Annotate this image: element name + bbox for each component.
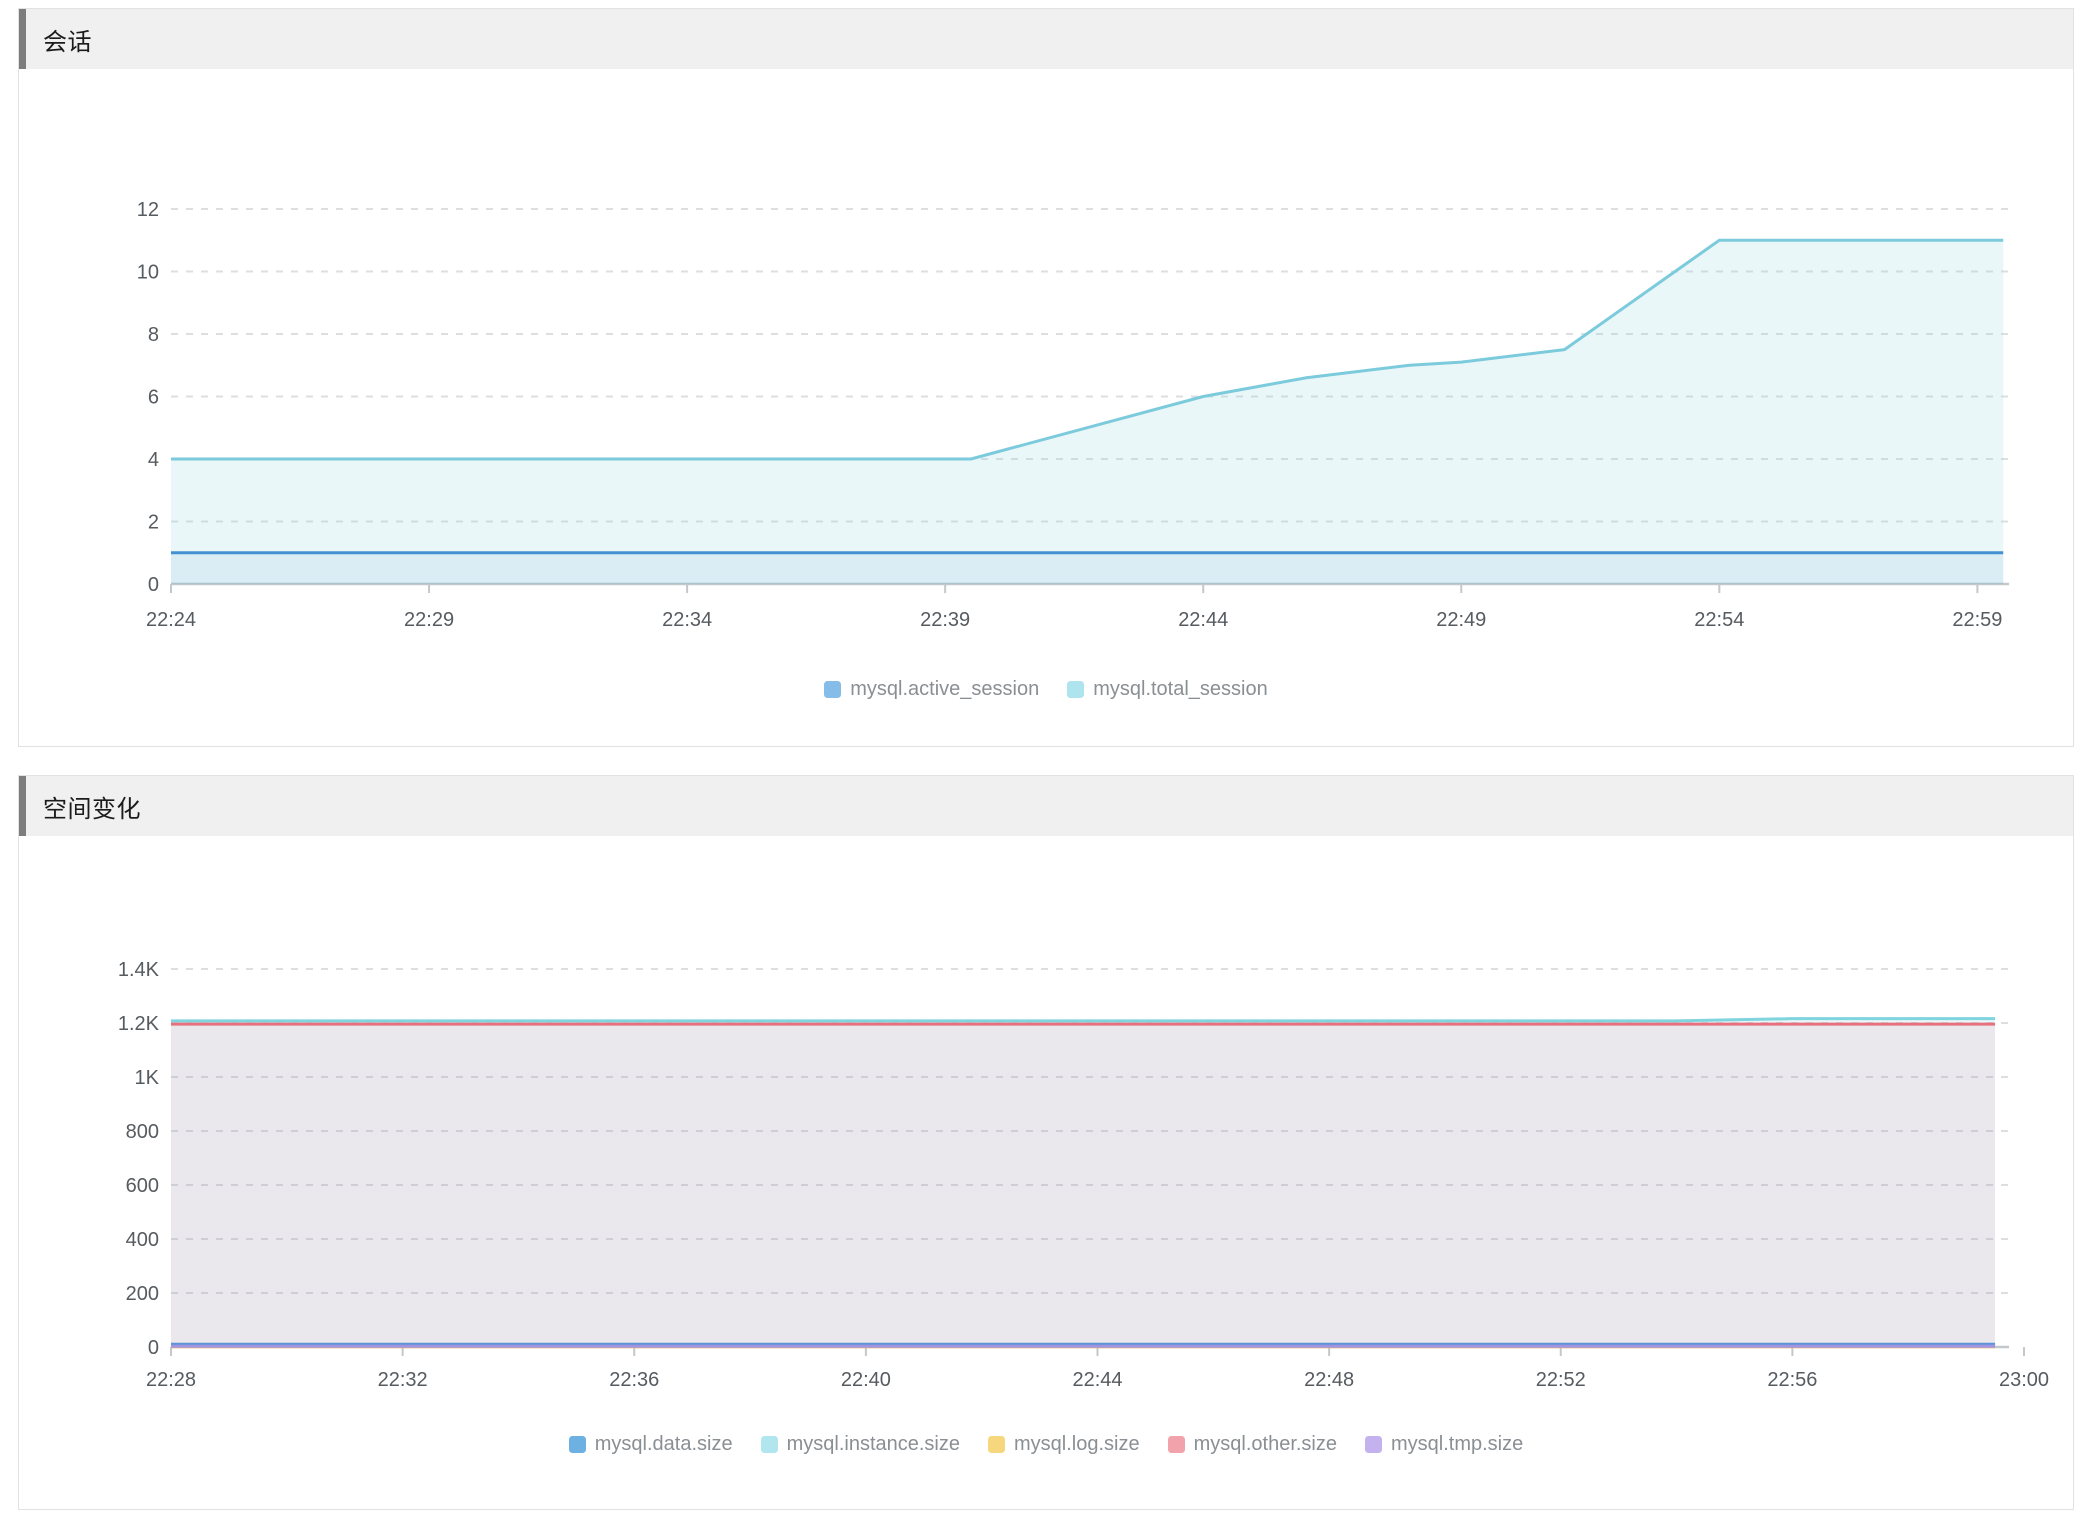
- y-axis-tick-label: 2: [148, 512, 159, 534]
- panel-space-change: 空间变化 0 200 400 600 800 1K 1.2K 1.4K 22:28 22:32 22…: [18, 775, 2074, 1510]
- y-axis-tick-label: 1.4K: [118, 959, 160, 981]
- series-line-mysql.instance.size: [171, 1017, 1996, 1023]
- y-axis-tick-label: 0: [148, 574, 159, 596]
- legend-swatch-icon: [988, 1435, 1005, 1453]
- legend-item-mysql.other.size[interactable]: mysql.other.size: [1167, 1432, 1337, 1456]
- legend-item-mysql.active_session[interactable]: mysql.active_session: [824, 678, 1039, 701]
- legend-swatch-icon: [1365, 1435, 1382, 1453]
- legend-label: mysql.total_session: [1093, 677, 1268, 700]
- x-axis-tick-label: 22:24: [146, 609, 196, 631]
- y-axis-tick-label: 1.2K: [118, 1013, 160, 1035]
- y-axis-tick-label: 800: [126, 1121, 159, 1143]
- y-axis-tick-label: 0: [148, 1337, 159, 1359]
- legend-swatch-icon: [568, 1435, 586, 1453]
- panel-accent-bar: [19, 9, 26, 69]
- legend-swatch-icon: [1167, 1435, 1185, 1453]
- panel-title-session: 会话: [43, 28, 92, 56]
- x-axis-tick-label: 22:36: [609, 1369, 659, 1391]
- legend-label: mysql.data.size: [594, 1432, 733, 1455]
- legend-swatch-icon: [1067, 680, 1085, 698]
- y-axis-tick-label: 1K: [135, 1067, 160, 1089]
- legend-item-mysql.log.size[interactable]: mysql.log.size: [988, 1433, 1140, 1456]
- y-axis-tick-label: 8: [148, 324, 159, 346]
- x-axis-tick-label: 22:34: [662, 609, 712, 631]
- y-axis-tick-label: 10: [137, 262, 159, 284]
- session-chart-canvas[interactable]: 0 2 4 6 8 10 12 22:24 22:29 22:34 22:39 22:44 22:49 2…: [19, 69, 2073, 654]
- y-axis-tick-label: 600: [126, 1175, 159, 1197]
- x-axis-tick-label: 22:52: [1536, 1369, 1586, 1391]
- x-axis-tick-label: 22:39: [920, 609, 970, 631]
- x-axis-tick-label: 22:44: [1178, 609, 1228, 631]
- x-axis-tick-label: 22:32: [378, 1369, 428, 1391]
- x-axis-tick-label: 22:54: [1694, 609, 1744, 631]
- space-chart-canvas[interactable]: 0 200 400 600 800 1K 1.2K 1.4K 22:28 22:32 22:36 22…: [19, 836, 2073, 1421]
- series-area-mysql.other.size: [171, 1024, 1996, 1347]
- legend-swatch-icon: [760, 1435, 778, 1453]
- y-axis-tick-label: 6: [148, 387, 159, 409]
- x-axis-tick-label: 22:56: [1767, 1369, 1817, 1391]
- x-axis-tick-label: 22:40: [841, 1369, 891, 1391]
- series-area-mysql.active_session: [171, 552, 2004, 584]
- legend-label: mysql.instance.size: [786, 1432, 960, 1455]
- legend-swatch-icon: [824, 680, 842, 698]
- series-line-mysql.total_session: [171, 238, 2004, 461]
- legend-item-mysql.data.size[interactable]: mysql.data.size: [568, 1432, 733, 1456]
- legend-label: mysql.log.size: [1014, 1432, 1140, 1455]
- x-axis-tick-label: 22:29: [404, 609, 454, 631]
- x-axis-tick-label: 22:48: [1304, 1369, 1354, 1391]
- panel-title-space-change: 空间变化: [43, 795, 141, 823]
- legend-item-mysql.tmp.size[interactable]: mysql.tmp.size: [1365, 1433, 1523, 1456]
- x-axis-tick-label: 22:28: [146, 1369, 196, 1391]
- panel-space-header: 空间变化: [19, 776, 2073, 836]
- legend-item-mysql.total_session[interactable]: mysql.total_session: [1067, 678, 1268, 701]
- panel-session: 会话 0 2 4 6 8 10 12 22:24 22:29 22:34 22:39 22:44 22:…: [18, 8, 2074, 747]
- space-chart-legend: mysql.data.size mysql.instance.size mysql.…: [19, 1433, 2073, 1455]
- session-chart-legend: mysql.active_session mysql.total_session: [19, 678, 2073, 700]
- y-axis-tick-label: 200: [126, 1283, 159, 1305]
- x-axis-tick-label: 22:59: [1952, 609, 2002, 631]
- x-axis-tick-label: 22:44: [1072, 1369, 1122, 1391]
- x-axis-tick-label: 22:49: [1436, 609, 1486, 631]
- legend-label: mysql.other.size: [1193, 1432, 1337, 1455]
- panel-accent-bar: [19, 776, 26, 836]
- legend-item-mysql.instance.size[interactable]: mysql.instance.size: [760, 1432, 960, 1456]
- y-axis-tick-label: 12: [137, 199, 159, 221]
- panel-session-header: 会话: [19, 9, 2073, 69]
- legend-label: mysql.active_session: [850, 677, 1040, 700]
- x-axis-tick-label: 23:00: [1999, 1369, 2049, 1391]
- series-area-mysql.total_session: [171, 240, 2004, 584]
- y-axis-tick-label: 4: [148, 449, 159, 471]
- y-axis-tick-label: 400: [126, 1229, 159, 1251]
- series-area-mysql.instance.size: [171, 1018, 1996, 1347]
- legend-label: mysql.tmp.size: [1391, 1432, 1524, 1455]
